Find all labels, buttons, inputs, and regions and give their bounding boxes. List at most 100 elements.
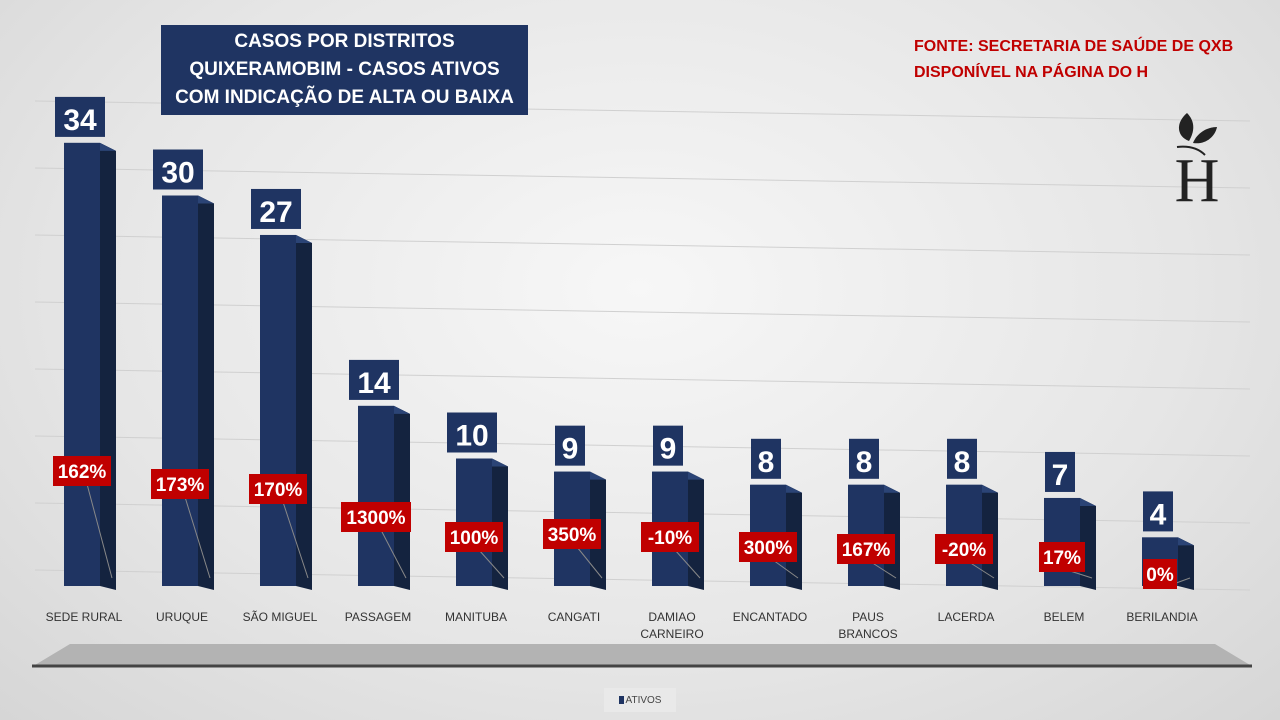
category-label: CARNEIRO [640,627,703,641]
change-label-box [53,456,111,486]
leader-line [380,529,407,579]
value-label: 8 [758,446,775,479]
value-label-box [849,438,879,479]
gridline [34,234,1251,256]
change-label: 167% [842,540,891,561]
change-label-box [445,522,503,552]
chart-title: CASOS POR DISTRITOS QUIXERAMOBIM - CASOS… [161,25,528,115]
bar [358,405,394,586]
value-label-box [1143,491,1173,532]
value-label-box [55,96,105,137]
value-label: 10 [455,420,488,453]
value-label: 8 [856,446,873,479]
value-label: 4 [1150,498,1167,531]
title-line: QUIXERAMOBIM - CASOS ATIVOS [189,59,500,80]
change-label: 17% [1043,548,1081,569]
legend-label: ATIVOS [625,694,662,706]
change-label: -20% [942,540,986,561]
bar [162,195,198,586]
leader-line [576,546,603,579]
legend-swatch [618,696,624,704]
value-label-box [251,188,301,229]
change-label-box [837,534,895,564]
value-label: 27 [259,196,292,229]
change-label-box [1039,542,1085,572]
change-label-box [151,469,209,499]
chart-floor [35,644,1250,665]
value-label: 7 [1052,459,1069,492]
category-label: ENCANTADO [733,610,807,624]
bar-side [1178,537,1194,590]
change-label: 100% [450,528,499,549]
value-label: 9 [562,433,579,466]
category-label: SEDE RURAL [46,610,123,624]
bar-side [100,142,116,590]
gridline [34,301,1251,323]
change-label: 1300% [346,508,405,529]
category-label: PAUS [852,610,884,624]
change-label: 350% [548,525,597,546]
change-label-box [935,534,993,564]
bar-side [394,405,410,590]
change-label-box [341,502,411,532]
value-label-box [1045,451,1075,492]
category-label: MANITUBA [445,610,507,624]
change-label-box [1143,559,1177,589]
category-label: PASSAGEM [345,610,411,624]
change-label-box [739,532,797,562]
value-label: 9 [660,433,677,466]
value-label-box [653,425,683,466]
category-label: BRANCOS [838,627,897,641]
value-label-box [751,438,781,479]
leader-line [870,561,897,579]
logo-letter: H [1175,147,1220,205]
category-label: BERILANDIA [1126,610,1197,624]
leader-line [968,561,995,579]
logo-icon: H [1175,113,1220,205]
bar-side [198,195,214,590]
leader-line [772,559,799,579]
category-label: LACERDA [938,610,995,624]
category-label: CANGATI [548,610,600,624]
category-label: URUQUE [156,610,208,624]
change-label: 162% [58,462,107,483]
change-label: -10% [648,528,692,549]
source-note: FONTE: SECRETARIA DE SAÚDE DE QXB DISPON… [914,34,1233,86]
source-line: FONTE: SECRETARIA DE SAÚDE DE QXB [914,38,1234,55]
value-label: 34 [63,104,97,137]
leader-line [184,496,211,579]
value-label-box [153,149,203,190]
bar [64,142,100,586]
value-label-box [947,438,977,479]
change-label: 170% [254,480,303,501]
change-label-box [641,522,699,552]
legend[interactable]: ATIVOS [604,688,676,712]
value-label: 30 [161,157,194,190]
bar-side [296,234,312,590]
category-label: DAMIAO [648,610,695,624]
gridline [34,368,1251,390]
leader-line [674,549,701,579]
value-label-box [555,425,585,466]
value-label: 14 [357,367,391,400]
title-line: CASOS POR DISTRITOS [234,31,455,52]
category-label: SÃO MIGUEL [243,610,318,624]
change-label: 0% [1146,565,1174,586]
title-line: COM INDICAÇÃO DE ALTA OU BAIXA [175,87,514,108]
bar [260,234,296,586]
leader-line [86,483,113,579]
leader-line [478,549,505,579]
value-label: 8 [954,446,971,479]
change-label: 300% [744,538,793,559]
gridline [34,569,1251,591]
value-label-box [349,359,399,400]
change-label-box [249,474,307,504]
change-label: 173% [156,475,205,496]
category-label: BELEM [1044,610,1085,624]
source-line: DISPONÍVEL NA PÁGINA DO H [914,64,1149,81]
change-label-box [543,519,601,549]
leader-line [282,501,309,579]
gridline [34,167,1251,189]
value-label-box [447,412,497,453]
